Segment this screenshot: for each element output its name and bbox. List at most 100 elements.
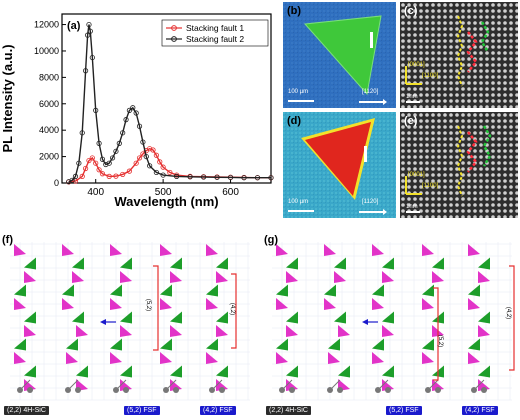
grn-tri — [468, 338, 480, 351]
series-1-point-3 — [82, 165, 89, 172]
scale-c: 1nm — [406, 94, 418, 100]
atom — [75, 387, 81, 393]
mag-tri — [324, 298, 336, 310]
mag-tri — [286, 325, 298, 337]
tag-g2: (5,2) FSF — [386, 406, 422, 415]
mag-tri — [24, 379, 36, 391]
arrow-head — [362, 319, 368, 325]
grn-tri — [422, 284, 434, 297]
grn-tri — [170, 365, 182, 378]
legend-label-1: Stacking fault 1 — [186, 23, 244, 33]
atom — [123, 387, 129, 393]
mag-tri — [14, 352, 26, 364]
series-2-point-25 — [143, 153, 149, 160]
grn-tri — [422, 338, 434, 351]
mag-tri — [110, 352, 122, 364]
panel-label-c: (c) — [404, 5, 418, 17]
bracket-0 — [153, 265, 159, 351]
atom — [219, 387, 225, 393]
series-2-point-9 — [89, 54, 95, 61]
atom — [289, 387, 295, 393]
y-axis-label: PL Intensity (a.u.) — [0, 44, 15, 152]
series-2-point-34 — [241, 175, 247, 181]
grn-tri — [170, 311, 182, 324]
series-2-point-22 — [133, 110, 139, 116]
series-1-point-19 — [153, 152, 159, 158]
series-2-point-30 — [187, 174, 193, 180]
series-2-point-2 — [72, 173, 79, 179]
panel-label-e: (e) — [404, 115, 418, 127]
series-1-point-13 — [133, 160, 139, 166]
mag-tri — [286, 271, 298, 283]
micrograph-b: (b) 100 µm [1120] — [283, 2, 396, 108]
y-tick-label-5: 10000 — [34, 46, 59, 56]
grn-tri — [110, 338, 122, 351]
mag-tri — [216, 379, 228, 391]
bracket-label-g1: (5,2) — [437, 334, 444, 348]
micrograph-d: (d) 100 µm [1120] — [283, 112, 396, 218]
bracket-0 — [433, 287, 439, 381]
hrtem-e: (e) [0001] [1100] 1nm — [400, 112, 518, 218]
series-2-point-36 — [268, 175, 274, 181]
mag-tri — [372, 298, 384, 310]
axis1-c: [0001] — [408, 62, 425, 68]
series-1-point-9 — [106, 173, 112, 179]
grn-tri — [276, 284, 288, 297]
series-2-point-4 — [79, 130, 85, 136]
grn-tri — [276, 338, 288, 351]
scale-e: 1nm — [406, 204, 418, 210]
dir-d: [1120] — [362, 199, 379, 205]
pl-chart: 400 500 600020004000600080001000012000Wave… — [0, 13, 274, 209]
grn-tri — [334, 311, 346, 324]
mag-tri — [338, 325, 350, 337]
grn-tri — [206, 338, 218, 351]
mag-tri — [478, 271, 490, 283]
series-2-point-11 — [96, 140, 102, 146]
y-tick-label-2: 4000 — [39, 125, 59, 135]
series-2-point-17 — [116, 140, 122, 146]
atom — [27, 387, 33, 393]
series-line-2 — [68, 24, 271, 183]
mag-tri — [334, 271, 346, 283]
grn-tri — [24, 365, 36, 378]
series-1-point-5 — [89, 155, 95, 161]
x-axis-label: Wavelength (nm) — [114, 194, 218, 209]
grn-tri — [328, 338, 340, 351]
series-1-point-6 — [93, 160, 99, 166]
series-1-point-22 — [167, 169, 173, 176]
series-2-point-18 — [120, 130, 126, 136]
mag-tri — [382, 325, 394, 337]
grn-tri — [468, 284, 480, 297]
grn-tri — [216, 365, 228, 378]
tag-f3: (4,2) FSF — [200, 406, 236, 415]
series-2-point-10 — [93, 107, 99, 113]
series-1-point-2 — [79, 173, 85, 179]
grn-tri — [286, 257, 298, 270]
bracket-label-f1: (5,2) — [145, 298, 152, 312]
series-2-point-35 — [254, 175, 261, 181]
axis2-c: [1100] — [422, 73, 439, 79]
mag-tri — [478, 379, 490, 391]
grn-tri — [478, 365, 490, 378]
atom — [481, 387, 487, 393]
mag-tri — [276, 352, 288, 364]
mag-tri — [206, 298, 218, 310]
grn-tri — [62, 284, 74, 297]
x-tick-label-2: 600 — [222, 187, 239, 198]
series-1-point-4 — [86, 157, 92, 164]
axis1-e: [0001] — [408, 172, 425, 178]
series-2-point-19 — [123, 117, 129, 123]
series-2-point-3 — [76, 160, 82, 166]
grn-tri — [324, 284, 336, 297]
series-1-point-7 — [96, 167, 102, 173]
series-2-point-31 — [200, 174, 207, 180]
series-2-point-6 — [85, 32, 91, 38]
mag-tri — [276, 244, 288, 256]
series-1-point-21 — [160, 164, 166, 170]
series-2-point-33 — [227, 174, 234, 181]
mag-tri — [372, 244, 384, 256]
series-2-point-32 — [214, 174, 220, 180]
mag-tri — [468, 298, 480, 310]
atom — [173, 387, 179, 393]
grn-tri — [120, 257, 132, 270]
